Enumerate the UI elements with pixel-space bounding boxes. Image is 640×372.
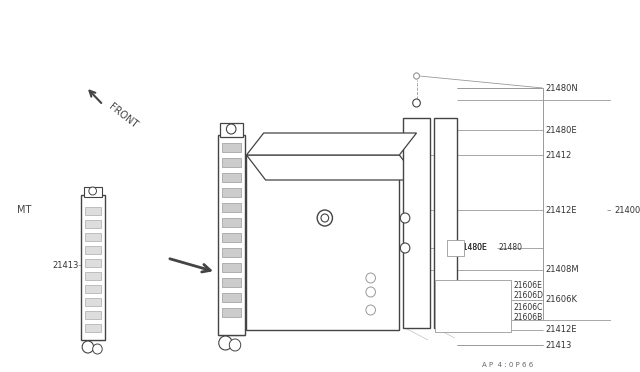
Bar — [81, 195, 105, 340]
Circle shape — [413, 99, 420, 107]
Bar — [220, 123, 243, 137]
Bar — [434, 118, 457, 328]
Circle shape — [413, 73, 419, 79]
Bar — [447, 240, 464, 256]
Text: 21480E: 21480E — [459, 244, 487, 253]
Circle shape — [366, 273, 376, 283]
Circle shape — [366, 287, 376, 297]
Text: 21408M: 21408M — [545, 266, 579, 275]
Circle shape — [366, 305, 376, 315]
Bar — [85, 298, 101, 306]
Circle shape — [89, 187, 97, 195]
Bar — [85, 259, 101, 267]
Bar — [221, 188, 241, 197]
Bar — [85, 220, 101, 228]
Bar — [85, 246, 101, 254]
Bar — [85, 311, 101, 319]
Circle shape — [229, 339, 241, 351]
Bar — [218, 135, 244, 335]
Circle shape — [363, 182, 371, 190]
Bar — [221, 308, 241, 317]
Circle shape — [219, 336, 232, 350]
Bar — [85, 272, 101, 280]
Text: 21488O: 21488O — [300, 278, 332, 286]
Circle shape — [321, 214, 329, 222]
Bar — [85, 324, 101, 332]
Text: MT: MT — [17, 205, 31, 215]
Circle shape — [93, 344, 102, 354]
Bar — [221, 278, 241, 287]
Bar — [85, 207, 101, 215]
Text: 21480N: 21480N — [545, 83, 579, 93]
Circle shape — [413, 73, 419, 79]
Bar — [221, 158, 241, 167]
Text: 21480: 21480 — [499, 244, 523, 253]
Text: 21412E: 21412E — [545, 326, 577, 334]
Circle shape — [82, 341, 93, 353]
Bar — [85, 285, 101, 293]
Bar — [221, 218, 241, 227]
Bar — [221, 233, 241, 242]
Bar — [84, 187, 102, 197]
Text: FRONT: FRONT — [107, 102, 140, 131]
Text: 08566-6162A: 08566-6162A — [289, 166, 345, 174]
Bar — [221, 248, 241, 257]
Text: 21413: 21413 — [52, 260, 78, 269]
Text: 21412E: 21412E — [545, 205, 577, 215]
Text: 21606K: 21606K — [545, 295, 577, 305]
Bar — [85, 233, 101, 241]
Bar — [221, 203, 241, 212]
Text: 21413: 21413 — [545, 340, 572, 350]
Text: 21480E: 21480E — [459, 244, 487, 253]
Text: 21412: 21412 — [545, 151, 572, 160]
Text: 21606B: 21606B — [514, 314, 543, 323]
Bar — [221, 173, 241, 182]
Bar — [246, 155, 399, 330]
Text: S: S — [277, 167, 281, 173]
Polygon shape — [246, 155, 419, 180]
Text: 21480E: 21480E — [545, 125, 577, 135]
Bar — [435, 280, 511, 332]
Text: 21400: 21400 — [614, 205, 640, 215]
Circle shape — [400, 213, 410, 223]
Bar — [221, 143, 241, 152]
Bar — [221, 263, 241, 272]
Polygon shape — [246, 133, 417, 155]
Circle shape — [317, 210, 332, 226]
Bar — [403, 118, 430, 328]
Circle shape — [400, 243, 410, 253]
Text: 21430: 21430 — [260, 214, 287, 222]
Text: 21606E: 21606E — [514, 280, 543, 289]
Text: 21606C: 21606C — [514, 302, 543, 311]
Text: 21606D: 21606D — [514, 292, 544, 301]
Circle shape — [227, 124, 236, 134]
Bar — [221, 293, 241, 302]
Text: (2): (2) — [293, 177, 305, 186]
Circle shape — [277, 165, 287, 175]
Text: A P  4 : 0 P 6 6: A P 4 : 0 P 6 6 — [483, 362, 534, 368]
